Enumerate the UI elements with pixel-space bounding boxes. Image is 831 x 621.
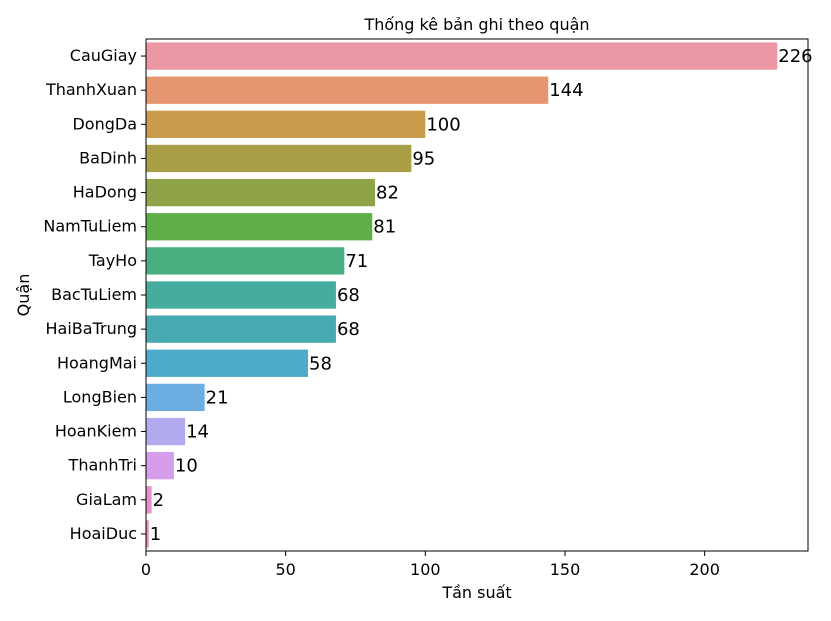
y-tick-label: LongBien: [63, 387, 137, 406]
y-tick-label: HoanKiem: [55, 422, 137, 441]
y-tick-label: HoangMai: [57, 353, 137, 372]
plot-frame: [145, 38, 809, 552]
value-label: 21: [206, 387, 229, 408]
bar-dongda: [146, 110, 426, 138]
x-axis-label: Tần suất: [441, 583, 511, 602]
value-label: 144: [549, 80, 583, 101]
value-label: 68: [337, 285, 360, 306]
value-label: 10: [175, 456, 198, 477]
chart-title: Thống kê bản ghi theo quận: [363, 15, 589, 34]
y-tick-label: CauGiay: [70, 46, 137, 65]
bar-haibatrung: [146, 315, 336, 343]
value-label: 68: [337, 319, 360, 340]
y-tick-label: BacTuLiem: [51, 285, 137, 304]
value-label: 95: [412, 148, 435, 169]
y-tick-label: GiaLam: [76, 490, 137, 509]
bar-thanhtri: [146, 452, 174, 480]
value-label: 81: [373, 217, 396, 238]
bar-hoangmai: [146, 349, 309, 377]
bar-hoaiduc: [146, 520, 149, 548]
value-label: 2: [153, 490, 164, 511]
x-tick-label: 100: [410, 560, 441, 579]
y-tick-label: TayHo: [88, 251, 137, 270]
bar-gialam: [146, 486, 152, 514]
y-tick-label: BaDinh: [79, 148, 137, 167]
y-tick-label: HaiBaTrung: [46, 319, 138, 338]
value-label: 100: [426, 114, 460, 135]
value-label: 71: [345, 251, 368, 272]
bar-badinh: [146, 144, 412, 173]
y-axis-label: Quận: [14, 274, 33, 317]
y-tick-label: ThanhTri: [68, 456, 137, 475]
bar-bactuliem: [146, 281, 336, 309]
bar-hadong: [146, 178, 376, 207]
x-tick-labels: 0 50 100 150 200: [141, 551, 720, 579]
y-tick-label: NamTuLiem: [43, 217, 137, 236]
x-tick-label: 200: [689, 560, 720, 579]
value-label: 58: [309, 353, 332, 374]
value-label: 1: [150, 524, 161, 545]
x-tick-label: 150: [550, 560, 581, 579]
bar-hoankiem: [146, 417, 186, 446]
bar-caugiay: [146, 42, 778, 70]
bar-tayho: [146, 247, 345, 275]
y-tick-label: ThanhXuan: [45, 80, 137, 99]
bars-layer: [146, 42, 778, 548]
bar-namtuliem: [146, 213, 373, 241]
bar-thanhxuan: [146, 76, 549, 104]
y-tick-labels: CauGiay ThanhXuan DongDa BaDinh HaDong NamTuL…: [43, 46, 146, 543]
y-tick-label: HoaiDuc: [70, 524, 137, 543]
x-tick-label: 50: [275, 560, 295, 579]
bar-longbien: [146, 383, 205, 412]
y-tick-label: HaDong: [73, 183, 137, 202]
x-tick-label: 0: [141, 560, 151, 579]
value-label: 82: [376, 183, 399, 204]
value-label: 14: [186, 422, 209, 443]
value-label: 226: [778, 46, 812, 67]
y-tick-label: DongDa: [72, 114, 137, 133]
